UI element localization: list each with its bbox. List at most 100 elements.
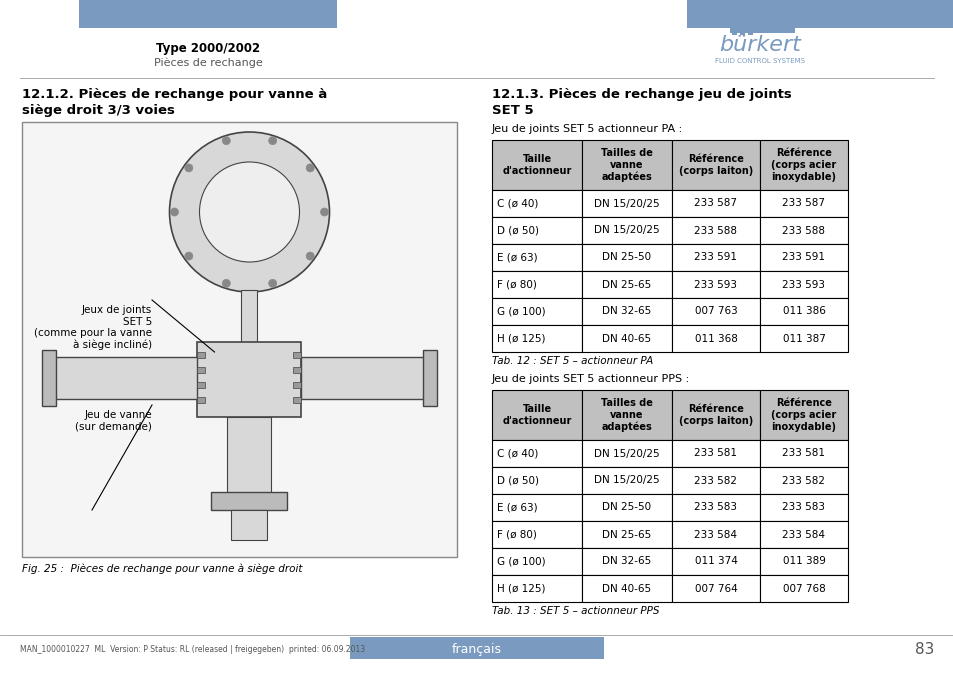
Text: DN 32-65: DN 32-65 (601, 557, 651, 567)
Bar (492, 298, 581, 325)
Text: DN 25-50: DN 25-50 (601, 503, 651, 513)
Bar (294, 382, 301, 388)
Bar (50, 357, 197, 399)
Text: 011 389: 011 389 (781, 557, 824, 567)
Text: DN 15/20/25: DN 15/20/25 (594, 225, 659, 236)
Text: 007 763: 007 763 (694, 306, 737, 316)
Bar (760, 575, 847, 602)
Bar (760, 190, 847, 217)
Text: F (ø 80): F (ø 80) (497, 530, 537, 540)
Text: C (ø 40): C (ø 40) (497, 199, 537, 209)
Text: DN 25-50: DN 25-50 (601, 252, 651, 262)
Bar (581, 217, 671, 244)
Text: DN 15/20/25: DN 15/20/25 (594, 448, 659, 458)
Circle shape (320, 208, 328, 216)
Bar (671, 494, 760, 521)
Bar (241, 290, 257, 345)
Ellipse shape (199, 162, 299, 262)
Bar (422, 350, 436, 406)
Circle shape (269, 137, 276, 145)
Text: FLUID CONTROL SYSTEMS: FLUID CONTROL SYSTEMS (714, 58, 804, 64)
Text: DN 15/20/25: DN 15/20/25 (594, 476, 659, 485)
Bar (581, 521, 671, 548)
Text: 233 593: 233 593 (781, 279, 824, 289)
Bar (671, 521, 760, 548)
Circle shape (222, 137, 230, 145)
Text: Jeu de joints SET 5 actionneur PA :: Jeu de joints SET 5 actionneur PA : (492, 124, 682, 134)
Bar (22, 122, 456, 557)
Bar (42, 350, 56, 406)
Bar (492, 140, 581, 190)
Text: E (ø 63): E (ø 63) (497, 252, 537, 262)
Bar (492, 190, 581, 217)
Bar (492, 440, 581, 467)
Bar (671, 467, 760, 494)
Bar (729, 28, 794, 33)
Text: 233 581: 233 581 (694, 448, 737, 458)
Text: Jeu de joints SET 5 actionneur PPS :: Jeu de joints SET 5 actionneur PPS : (492, 374, 690, 384)
Circle shape (185, 252, 193, 260)
Text: 233 588: 233 588 (694, 225, 737, 236)
Text: DN 25-65: DN 25-65 (601, 530, 651, 540)
Bar (581, 390, 671, 440)
Bar (671, 390, 760, 440)
Bar (671, 140, 760, 190)
Bar (197, 397, 205, 403)
Text: 011 374: 011 374 (694, 557, 737, 567)
Text: H (ø 125): H (ø 125) (497, 334, 545, 343)
Bar (747, 30, 752, 35)
Text: 011 368: 011 368 (694, 334, 737, 343)
Bar (581, 140, 671, 190)
Text: siège droit 3/3 voies: siège droit 3/3 voies (22, 104, 174, 117)
Bar (79, 0, 336, 28)
Bar (760, 548, 847, 575)
Text: D (ø 50): D (ø 50) (497, 225, 538, 236)
Text: 011 387: 011 387 (781, 334, 824, 343)
Bar (492, 217, 581, 244)
Bar (731, 30, 737, 35)
Text: Pièces de rechange: Pièces de rechange (153, 57, 262, 67)
Text: 233 584: 233 584 (694, 530, 737, 540)
Bar (197, 342, 301, 417)
Text: DN 32-65: DN 32-65 (601, 306, 651, 316)
Circle shape (306, 164, 314, 172)
Bar (294, 352, 301, 358)
Bar (197, 352, 205, 358)
Circle shape (222, 279, 230, 287)
Bar (581, 271, 671, 298)
Text: bürkert: bürkert (719, 35, 801, 55)
Text: français: français (452, 643, 501, 656)
Bar (671, 575, 760, 602)
Bar (760, 467, 847, 494)
Text: D (ø 50): D (ø 50) (497, 476, 538, 485)
Bar (760, 325, 847, 352)
Text: Jeux de joints
SET 5
(comme pour la vanne
à siège incliné): Jeux de joints SET 5 (comme pour la vann… (34, 305, 152, 351)
Bar (760, 494, 847, 521)
Bar (581, 298, 671, 325)
Bar (581, 548, 671, 575)
Text: 011 386: 011 386 (781, 306, 824, 316)
Text: Référence
(corps acier
inoxydable): Référence (corps acier inoxydable) (771, 149, 836, 182)
Text: Tailles de
vanne
adaptées: Tailles de vanne adaptées (600, 398, 652, 432)
Bar (492, 575, 581, 602)
Bar (492, 244, 581, 271)
Bar (301, 357, 429, 399)
Circle shape (185, 164, 193, 172)
Text: Fig. 25 :  Pièces de rechange pour vanne à siège droit: Fig. 25 : Pièces de rechange pour vanne … (22, 563, 302, 573)
Bar (581, 244, 671, 271)
Bar (760, 271, 847, 298)
Text: Référence
(corps laiton): Référence (corps laiton) (679, 404, 752, 426)
Text: 233 591: 233 591 (781, 252, 824, 262)
Bar (232, 510, 267, 540)
Bar (492, 271, 581, 298)
Text: C (ø 40): C (ø 40) (497, 448, 537, 458)
Bar (671, 271, 760, 298)
Bar (581, 494, 671, 521)
Bar (671, 440, 760, 467)
Text: 233 584: 233 584 (781, 530, 824, 540)
Text: 233 587: 233 587 (694, 199, 737, 209)
Bar (686, 0, 953, 28)
Bar (671, 325, 760, 352)
Text: G (ø 100): G (ø 100) (497, 557, 545, 567)
Bar (760, 440, 847, 467)
